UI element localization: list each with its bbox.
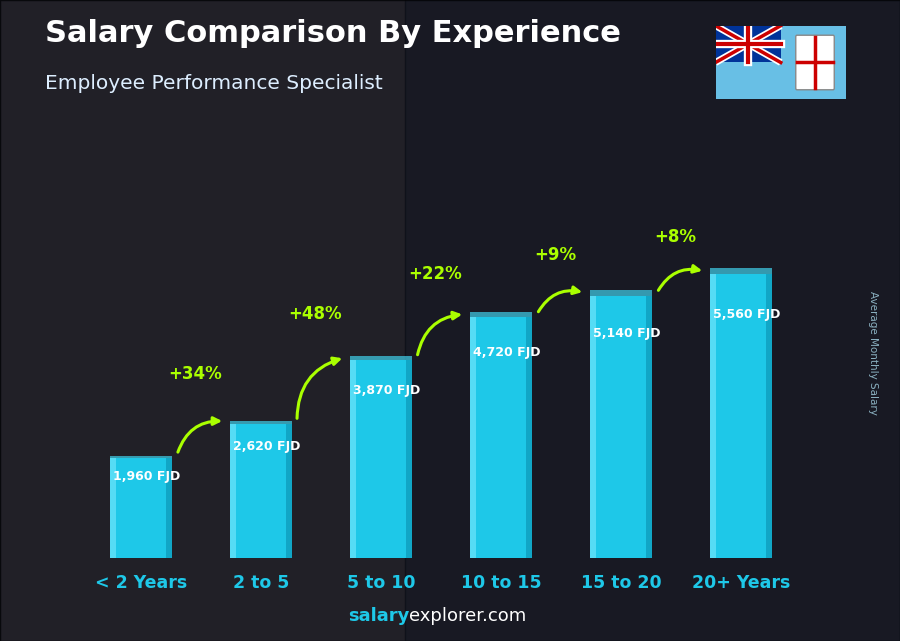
- Text: +48%: +48%: [288, 304, 342, 323]
- Text: +34%: +34%: [168, 365, 222, 383]
- Polygon shape: [350, 356, 412, 360]
- Text: explorer.com: explorer.com: [410, 607, 526, 625]
- Polygon shape: [110, 456, 172, 458]
- Text: salary: salary: [348, 607, 410, 625]
- Polygon shape: [110, 458, 116, 558]
- Text: 4,720 FJD: 4,720 FJD: [473, 346, 541, 359]
- FancyBboxPatch shape: [0, 0, 405, 641]
- Text: 3,870 FJD: 3,870 FJD: [354, 384, 420, 397]
- Polygon shape: [590, 296, 652, 558]
- Polygon shape: [470, 317, 476, 558]
- Text: Salary Comparison By Experience: Salary Comparison By Experience: [45, 19, 621, 48]
- Polygon shape: [470, 317, 532, 558]
- Text: 1,960 FJD: 1,960 FJD: [113, 470, 181, 483]
- Polygon shape: [110, 458, 172, 558]
- Polygon shape: [406, 360, 412, 558]
- Polygon shape: [766, 274, 772, 558]
- Bar: [716, 26, 781, 62]
- Polygon shape: [590, 296, 596, 558]
- Polygon shape: [230, 424, 236, 558]
- Polygon shape: [710, 274, 716, 558]
- Polygon shape: [710, 268, 772, 274]
- Text: Employee Performance Specialist: Employee Performance Specialist: [45, 74, 382, 93]
- Polygon shape: [590, 290, 652, 296]
- Polygon shape: [286, 424, 292, 558]
- Polygon shape: [230, 424, 292, 558]
- Polygon shape: [166, 458, 172, 558]
- Text: 5,140 FJD: 5,140 FJD: [593, 327, 661, 340]
- FancyBboxPatch shape: [796, 35, 834, 90]
- Polygon shape: [230, 421, 292, 424]
- Text: 2,620 FJD: 2,620 FJD: [233, 440, 301, 453]
- Text: Average Monthly Salary: Average Monthly Salary: [868, 290, 878, 415]
- Text: +8%: +8%: [654, 228, 696, 246]
- Polygon shape: [646, 296, 652, 558]
- Text: +9%: +9%: [534, 246, 576, 264]
- Text: 5,560 FJD: 5,560 FJD: [714, 308, 781, 321]
- Polygon shape: [350, 360, 412, 558]
- Polygon shape: [526, 317, 532, 558]
- Polygon shape: [350, 360, 356, 558]
- Polygon shape: [470, 312, 532, 317]
- Polygon shape: [710, 274, 772, 558]
- FancyBboxPatch shape: [405, 0, 900, 641]
- Text: +22%: +22%: [408, 265, 462, 283]
- FancyBboxPatch shape: [715, 24, 847, 101]
